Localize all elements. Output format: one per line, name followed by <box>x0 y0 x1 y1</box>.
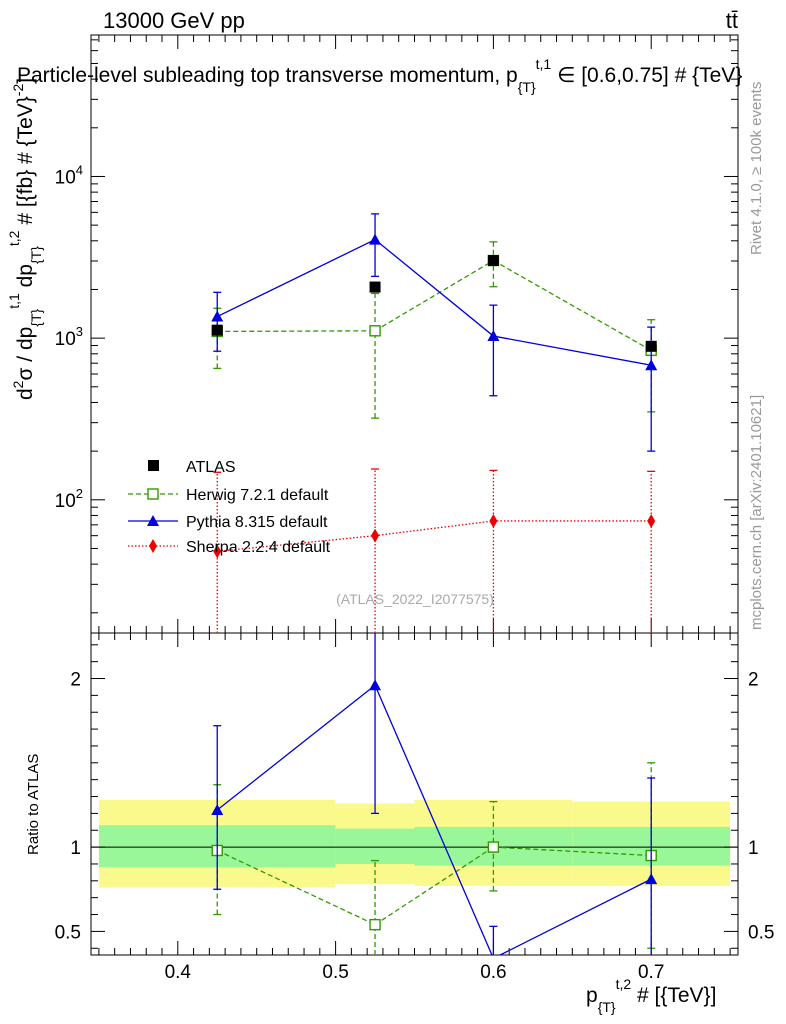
ratio-tick-labels: 0.5 1 2 0.5 1 2 <box>55 670 775 944</box>
series-marks <box>211 213 658 956</box>
process-label: tt̄ <box>726 8 738 33</box>
energy-label: 13000 GeV pp <box>103 8 245 33</box>
herwig-main-segment-1 <box>374 259 494 332</box>
x-tick-labels: 0.4 0.5 0.6 0.7 <box>165 962 665 983</box>
series-atlas <box>211 255 657 352</box>
x-axis-label: p{T}t,2 # [{TeV}] <box>586 976 716 1015</box>
pythia-ratio-marker-3 <box>645 873 658 885</box>
legend-atlas-marker <box>148 460 159 471</box>
herwig-ratio-segment-0 <box>216 849 376 926</box>
pythia-ratio-segment-2 <box>499 878 652 956</box>
legend: ATLAS Herwig 7.2.1 default Pythia 8.315 … <box>128 459 331 556</box>
pythia-ratio-marker-1 <box>369 679 382 691</box>
rivet-version-label: Rivet 4.1.0, ≥ 100k events <box>748 82 765 255</box>
ratio-uncertainty-bands <box>98 799 731 888</box>
x-tick-label-0.5: 0.5 <box>322 962 348 983</box>
atlas-data-point-0 <box>211 324 223 336</box>
series-sherpa <box>213 468 656 633</box>
pythia-main-segment-0 <box>216 238 376 318</box>
pythia-main-segment-1 <box>374 239 494 337</box>
ratio-tick-label-left-0.5: 0.5 <box>55 922 81 943</box>
herwig-ratio-marker-2 <box>487 841 500 853</box>
series-pythia <box>211 213 658 956</box>
pythia-main-marker-3 <box>645 359 658 371</box>
sherpa-main-marker-0 <box>213 544 222 559</box>
x-tick-label-0.6: 0.6 <box>480 962 506 983</box>
legend-atlas-label: ATLAS <box>186 459 236 476</box>
legend-sherpa-marker <box>149 539 157 553</box>
sherpa-main-marker-1 <box>371 528 380 543</box>
ratio-panel-frame <box>90 632 739 956</box>
legend-sherpa-label: Sherpa 2.2.4 default <box>186 539 331 556</box>
x-tick-label-0.7: 0.7 <box>638 962 664 983</box>
herwig-ratio-marker-1 <box>369 918 381 931</box>
pythia-main-marker-1 <box>369 233 382 245</box>
ratio-band-inner-bin-1 <box>335 828 415 864</box>
y-tick-label-1000: 103 <box>55 324 83 350</box>
analysis-watermark: (ATLAS_2022_I2077575) <box>336 591 494 607</box>
legend-pythia-marker <box>147 515 159 526</box>
pythia-ratio-segment-0 <box>216 684 376 811</box>
ratio-tick-label-right-0.5: 0.5 <box>748 922 774 943</box>
y-tick-label-10000: 104 <box>55 162 83 188</box>
ratio-tick-label-right-1: 1 <box>748 838 759 859</box>
legend-herwig-marker <box>147 488 159 500</box>
herwig-main-marker-1 <box>369 325 381 337</box>
pythia-ratio-marker-0 <box>211 804 224 816</box>
sherpa-main-segment-1 <box>374 520 494 537</box>
legend-entry-atlas: ATLAS <box>148 459 236 476</box>
x-tick-label-0.4: 0.4 <box>165 962 192 983</box>
y-tick-label-100: 102 <box>55 486 83 512</box>
sherpa-main-marker-3 <box>647 513 656 528</box>
ratio-y-axis-label: Ratio to ATLAS <box>25 754 42 855</box>
chart-title: Particle-level subleading top transverse… <box>17 56 742 95</box>
ratio-tick-label-left-2: 2 <box>70 670 81 691</box>
atlas-data-point-2 <box>487 255 499 267</box>
atlas-data-point-3 <box>645 340 657 352</box>
legend-pythia-label: Pythia 8.315 default <box>186 514 328 531</box>
ratio-tick-label-left-1: 1 <box>70 838 81 859</box>
legend-entry-herwig: Herwig 7.2.1 default <box>128 487 329 504</box>
y-tick-labels: 102 103 104 <box>55 162 83 511</box>
legend-entry-sherpa: Sherpa 2.2.4 default <box>128 539 331 556</box>
herwig-main-segment-2 <box>493 259 652 351</box>
pythia-main-marker-2 <box>487 330 500 342</box>
pythia-ratio-segment-1 <box>374 685 493 956</box>
atlas-data-point-1 <box>369 281 381 293</box>
herwig-main-segment-0 <box>217 330 376 333</box>
ratio-tick-label-right-2: 2 <box>748 670 759 691</box>
pythia-main-marker-0 <box>211 310 224 322</box>
pythia-main-segment-2 <box>493 335 652 366</box>
mcplots-reference-label: mcplots.cern.ch [arXiv:2401.10621] <box>748 395 765 630</box>
herwig-ratio-segment-2 <box>493 846 652 857</box>
legend-herwig-label: Herwig 7.2.1 default <box>186 487 329 504</box>
legend-entry-pythia: Pythia 8.315 default <box>128 514 328 531</box>
sherpa-main-marker-2 <box>489 513 498 528</box>
y-axis-label: d2σ / dp{T}t,1 dp{T}t,2 # [{fb} # {TeV}-… <box>6 78 44 400</box>
